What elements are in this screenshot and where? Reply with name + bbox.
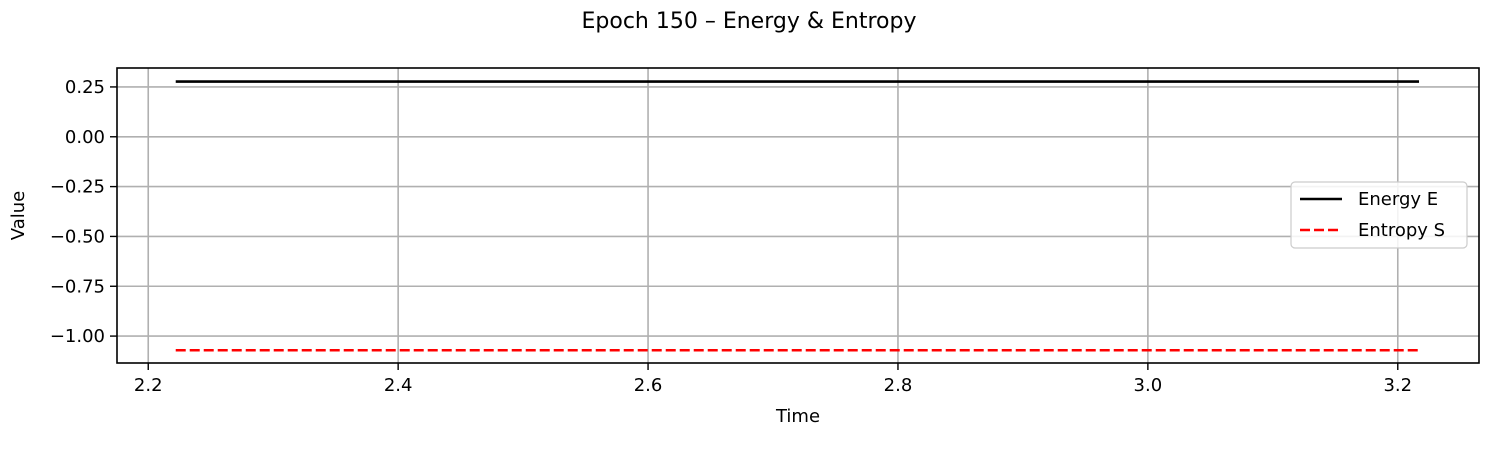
y-tick-label: −0.25 xyxy=(50,177,105,198)
y-tick-label: 0.00 xyxy=(65,127,105,148)
series-layer xyxy=(175,80,1420,352)
x-axis-label: Time xyxy=(775,406,820,427)
y-axis: 0.25 0.00 −0.25 −0.50 −0.75 −1.00 xyxy=(50,77,117,347)
y-axis-label: Value xyxy=(8,191,29,240)
legend-label: Energy E xyxy=(1358,189,1438,210)
y-tick-label: −0.50 xyxy=(50,226,105,247)
legend: Energy E Entropy S xyxy=(1290,181,1468,249)
y-tick-label: −1.00 xyxy=(50,326,105,347)
y-tick-label: 0.25 xyxy=(65,77,105,98)
y-tick-label: −0.75 xyxy=(50,276,105,297)
x-tick-label: 2.2 xyxy=(134,375,163,396)
plot-frame xyxy=(116,67,1480,364)
x-tick-label: 3.0 xyxy=(1134,375,1163,396)
x-tick-label: 2.4 xyxy=(384,375,413,396)
legend-label: Entropy S xyxy=(1358,220,1445,241)
chart-title: Epoch 150 – Energy & Entropy xyxy=(582,9,917,34)
x-tick-label: 3.2 xyxy=(1383,375,1412,396)
x-tick-label: 2.8 xyxy=(884,375,913,396)
grid xyxy=(117,68,1479,363)
x-tick-label: 2.6 xyxy=(634,375,663,396)
x-axis: 2.2 2.4 2.6 2.8 3.0 3.2 xyxy=(134,363,1412,396)
